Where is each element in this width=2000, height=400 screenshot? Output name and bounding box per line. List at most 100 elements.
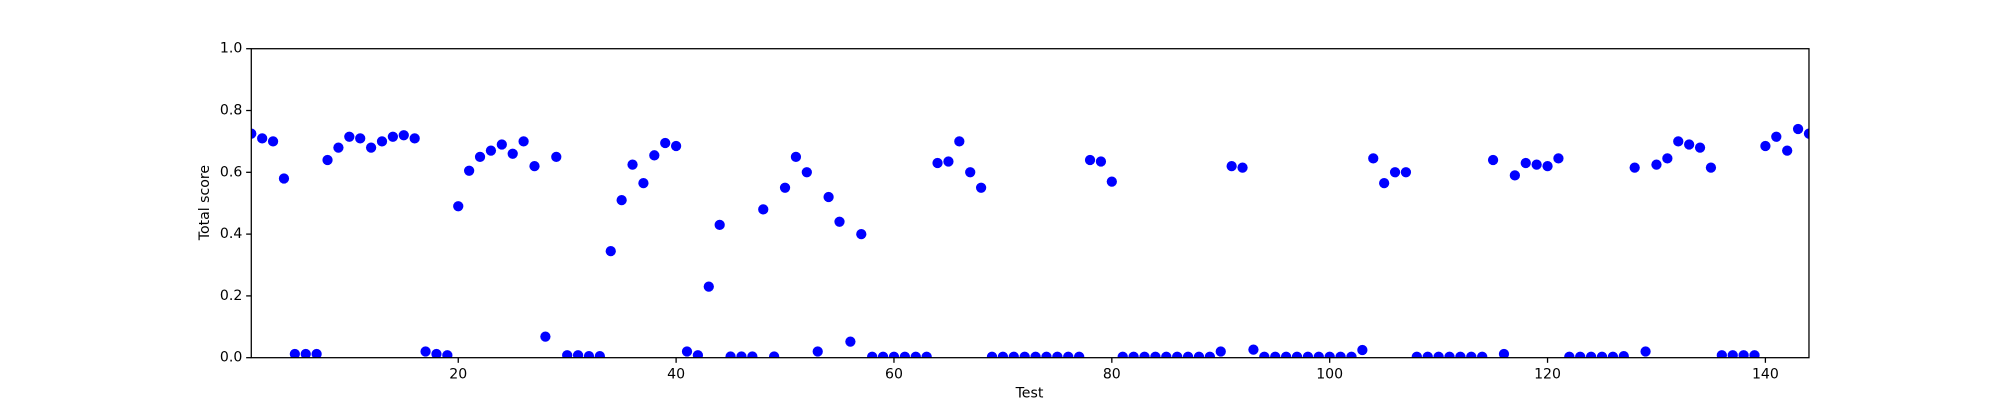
axes-frame [250, 48, 1810, 359]
point [1498, 348, 1510, 358]
point [420, 346, 431, 357]
point [1477, 351, 1488, 358]
point [442, 350, 453, 358]
point [496, 139, 507, 150]
point [747, 351, 758, 358]
point [251, 128, 257, 139]
point [714, 219, 725, 230]
point [899, 351, 910, 358]
point [1106, 176, 1117, 187]
point [1564, 351, 1575, 358]
point [257, 133, 268, 144]
point [1237, 162, 1248, 173]
point [1684, 139, 1695, 150]
point [344, 131, 355, 142]
y-tick-label: 0.6 [220, 164, 242, 180]
x-tick-label: 80 [1103, 366, 1121, 382]
point [954, 136, 965, 147]
x-tick-label: 40 [667, 366, 685, 382]
point [736, 351, 747, 358]
point [1041, 351, 1052, 358]
point [1455, 351, 1466, 358]
point [1716, 350, 1727, 358]
point [1662, 153, 1673, 164]
point [1193, 351, 1205, 358]
point [1291, 351, 1303, 358]
point [1335, 351, 1346, 358]
point [1727, 350, 1738, 358]
point [670, 140, 682, 152]
y-axis-label: Total score [197, 165, 213, 241]
point [431, 348, 442, 358]
point [474, 151, 486, 162]
point [779, 182, 791, 193]
point [725, 351, 736, 358]
point [1270, 351, 1281, 358]
point [594, 351, 605, 358]
x-tick-label: 20 [449, 366, 467, 382]
y-tick-label: 0.0 [220, 350, 242, 366]
point [605, 245, 616, 257]
plot-area [251, 123, 1809, 358]
point [649, 150, 660, 161]
point [289, 348, 300, 358]
point [812, 346, 823, 357]
point [1575, 351, 1586, 358]
point [376, 136, 388, 147]
point [1226, 161, 1237, 172]
point [1346, 351, 1357, 358]
point [823, 191, 834, 203]
point [551, 151, 562, 162]
point [398, 130, 409, 141]
point [769, 351, 780, 358]
point [572, 350, 584, 358]
x-axis-label: Test [1015, 386, 1044, 400]
y-tick-label: 1.0 [220, 41, 242, 57]
point [943, 156, 954, 167]
x-tick-label: 120 [1534, 366, 1561, 382]
point [1694, 142, 1706, 153]
point [409, 133, 420, 144]
point [1596, 351, 1608, 358]
point [1313, 351, 1324, 358]
point [529, 161, 540, 172]
point [453, 201, 464, 212]
point [1771, 131, 1782, 142]
point [801, 167, 812, 178]
point [1019, 351, 1030, 358]
point [1248, 344, 1259, 355]
point [1052, 351, 1063, 358]
point [1422, 351, 1433, 358]
point [1172, 351, 1183, 358]
point [932, 157, 943, 169]
point [1368, 153, 1379, 164]
point [1389, 167, 1401, 178]
point [1640, 346, 1651, 357]
point [692, 350, 704, 358]
point [1738, 350, 1749, 358]
point [1379, 177, 1390, 189]
point [1063, 351, 1074, 358]
point [845, 336, 856, 347]
point [965, 167, 976, 178]
point [867, 351, 878, 358]
x-tick-label: 140 [1752, 366, 1779, 382]
point [322, 154, 333, 166]
point [1803, 128, 1809, 139]
point [1487, 154, 1499, 166]
point [1509, 170, 1520, 181]
y-tick-label: 0.8 [220, 103, 242, 119]
point [387, 131, 399, 142]
point [1139, 351, 1150, 358]
point [1182, 351, 1194, 358]
point [1324, 351, 1335, 358]
point [1673, 136, 1684, 147]
point [1433, 351, 1444, 358]
point [834, 216, 845, 227]
point [518, 136, 529, 147]
point [1008, 351, 1019, 358]
point [1259, 351, 1270, 358]
point [627, 159, 638, 170]
